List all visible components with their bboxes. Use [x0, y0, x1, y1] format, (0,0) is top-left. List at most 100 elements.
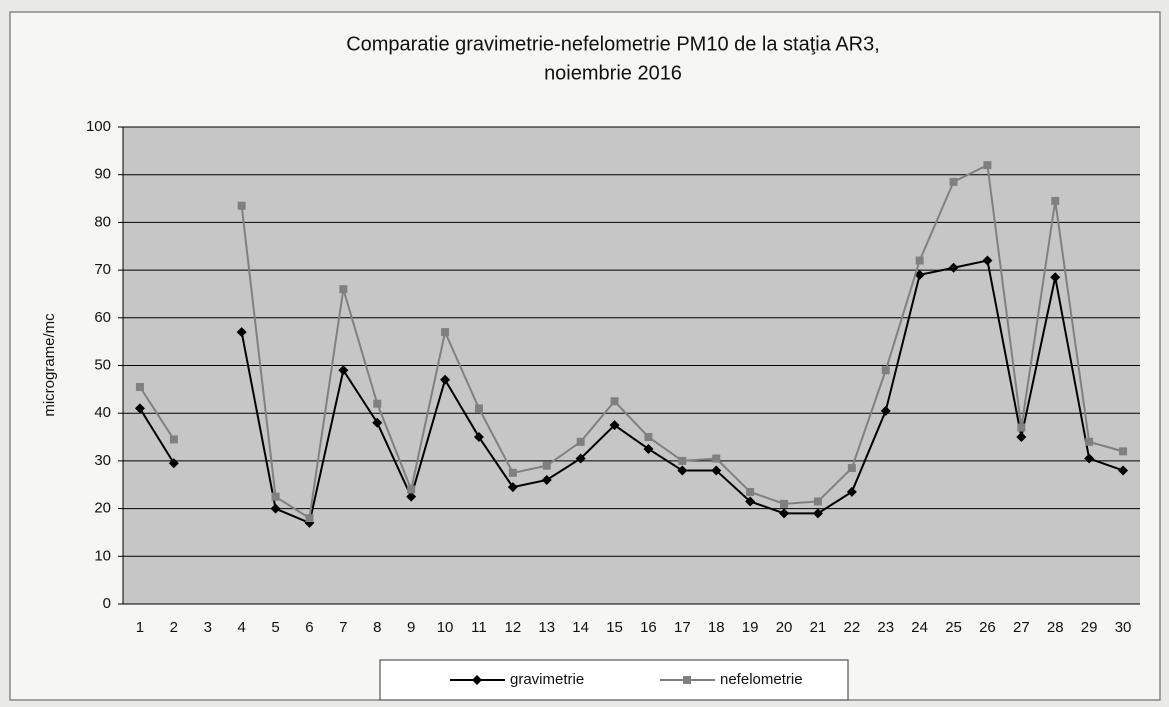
- x-tick-label: 16: [640, 619, 657, 636]
- x-tick-label: 4: [237, 619, 245, 636]
- chart-title: noiembrie 2016: [544, 62, 682, 84]
- marker: [168, 458, 179, 469]
- marker: [982, 255, 993, 266]
- marker: [372, 417, 383, 428]
- marker: [441, 328, 450, 337]
- x-tick-label: 14: [572, 619, 589, 636]
- marker: [473, 432, 484, 443]
- marker: [406, 491, 417, 502]
- marker: [576, 437, 585, 446]
- chart-title: Comparatie gravimetrie-nefelometrie PM10…: [346, 33, 880, 55]
- x-tick-label: 7: [339, 619, 347, 636]
- marker: [847, 464, 856, 473]
- legend-marker: [683, 676, 691, 684]
- x-tick-label: 6: [305, 619, 313, 636]
- x-tick-label: 19: [742, 619, 759, 636]
- x-tick-label: 9: [407, 619, 415, 636]
- marker: [779, 508, 790, 519]
- x-tick-label: 8: [373, 619, 381, 636]
- y-tick-label: 20: [94, 500, 111, 517]
- y-tick-label: 0: [103, 595, 111, 612]
- y-tick-label: 50: [94, 356, 111, 373]
- y-axis-label: micrograme/mc: [41, 313, 58, 417]
- x-tick-label: 18: [708, 619, 725, 636]
- marker: [339, 285, 348, 294]
- marker: [270, 503, 281, 514]
- marker: [1017, 423, 1026, 432]
- x-tick-label: 30: [1115, 619, 1132, 636]
- x-tick-label: 23: [877, 619, 894, 636]
- x-tick-label: 11: [471, 619, 487, 636]
- marker: [373, 399, 382, 408]
- x-tick-label: 24: [911, 619, 928, 636]
- marker: [271, 492, 280, 501]
- marker: [407, 485, 416, 494]
- legend-label: gravimetrie: [510, 671, 584, 688]
- y-tick-label: 80: [94, 213, 111, 230]
- y-tick-label: 100: [86, 118, 111, 135]
- y-tick-label: 30: [94, 452, 111, 469]
- x-tick-label: 17: [674, 619, 691, 636]
- marker: [610, 397, 619, 406]
- marker: [915, 256, 924, 265]
- marker: [134, 403, 145, 414]
- marker: [236, 327, 247, 338]
- marker: [1119, 447, 1128, 456]
- marker: [711, 465, 722, 476]
- legend-marker: [472, 675, 482, 685]
- marker: [644, 433, 653, 442]
- y-tick-label: 90: [94, 166, 111, 183]
- x-tick-label: 10: [437, 619, 454, 636]
- x-tick-label: 2: [170, 619, 178, 636]
- x-tick-label: 27: [1013, 619, 1030, 636]
- marker: [542, 461, 551, 470]
- y-tick-label: 60: [94, 309, 111, 326]
- marker: [1050, 272, 1061, 283]
- x-tick-label: 26: [979, 619, 996, 636]
- marker: [508, 468, 517, 477]
- marker: [609, 420, 620, 431]
- y-tick-label: 40: [94, 404, 111, 421]
- marker: [949, 177, 958, 186]
- marker: [440, 374, 451, 385]
- marker: [678, 456, 687, 465]
- x-tick-label: 1: [136, 619, 144, 636]
- marker: [1051, 196, 1060, 205]
- marker: [948, 262, 959, 273]
- marker: [135, 382, 144, 391]
- x-tick-label: 22: [844, 619, 861, 636]
- marker: [1016, 432, 1027, 443]
- marker: [338, 365, 349, 376]
- marker: [745, 496, 756, 507]
- marker: [169, 435, 178, 444]
- x-tick-label: 5: [271, 619, 279, 636]
- x-tick-label: 28: [1047, 619, 1064, 636]
- marker: [305, 514, 314, 523]
- marker: [846, 486, 857, 497]
- x-tick-label: 29: [1081, 619, 1098, 636]
- marker: [677, 465, 688, 476]
- marker: [780, 499, 789, 508]
- marker: [712, 454, 721, 463]
- y-tick-label: 10: [94, 547, 111, 564]
- marker: [1084, 453, 1095, 464]
- marker: [541, 474, 552, 485]
- x-tick-label: 13: [538, 619, 555, 636]
- x-tick-label: 20: [776, 619, 793, 636]
- y-tick-label: 70: [94, 261, 111, 278]
- marker: [643, 443, 654, 454]
- x-tick-label: 3: [204, 619, 212, 636]
- marker: [880, 405, 891, 416]
- marker: [507, 482, 518, 493]
- marker: [881, 366, 890, 375]
- legend-label: nefelometrie: [720, 671, 803, 688]
- marker: [812, 508, 823, 519]
- marker: [914, 269, 925, 280]
- marker: [813, 497, 822, 506]
- marker: [237, 201, 246, 210]
- marker: [983, 161, 992, 170]
- marker: [575, 453, 586, 464]
- x-tick-label: 12: [505, 619, 522, 636]
- marker: [474, 404, 483, 413]
